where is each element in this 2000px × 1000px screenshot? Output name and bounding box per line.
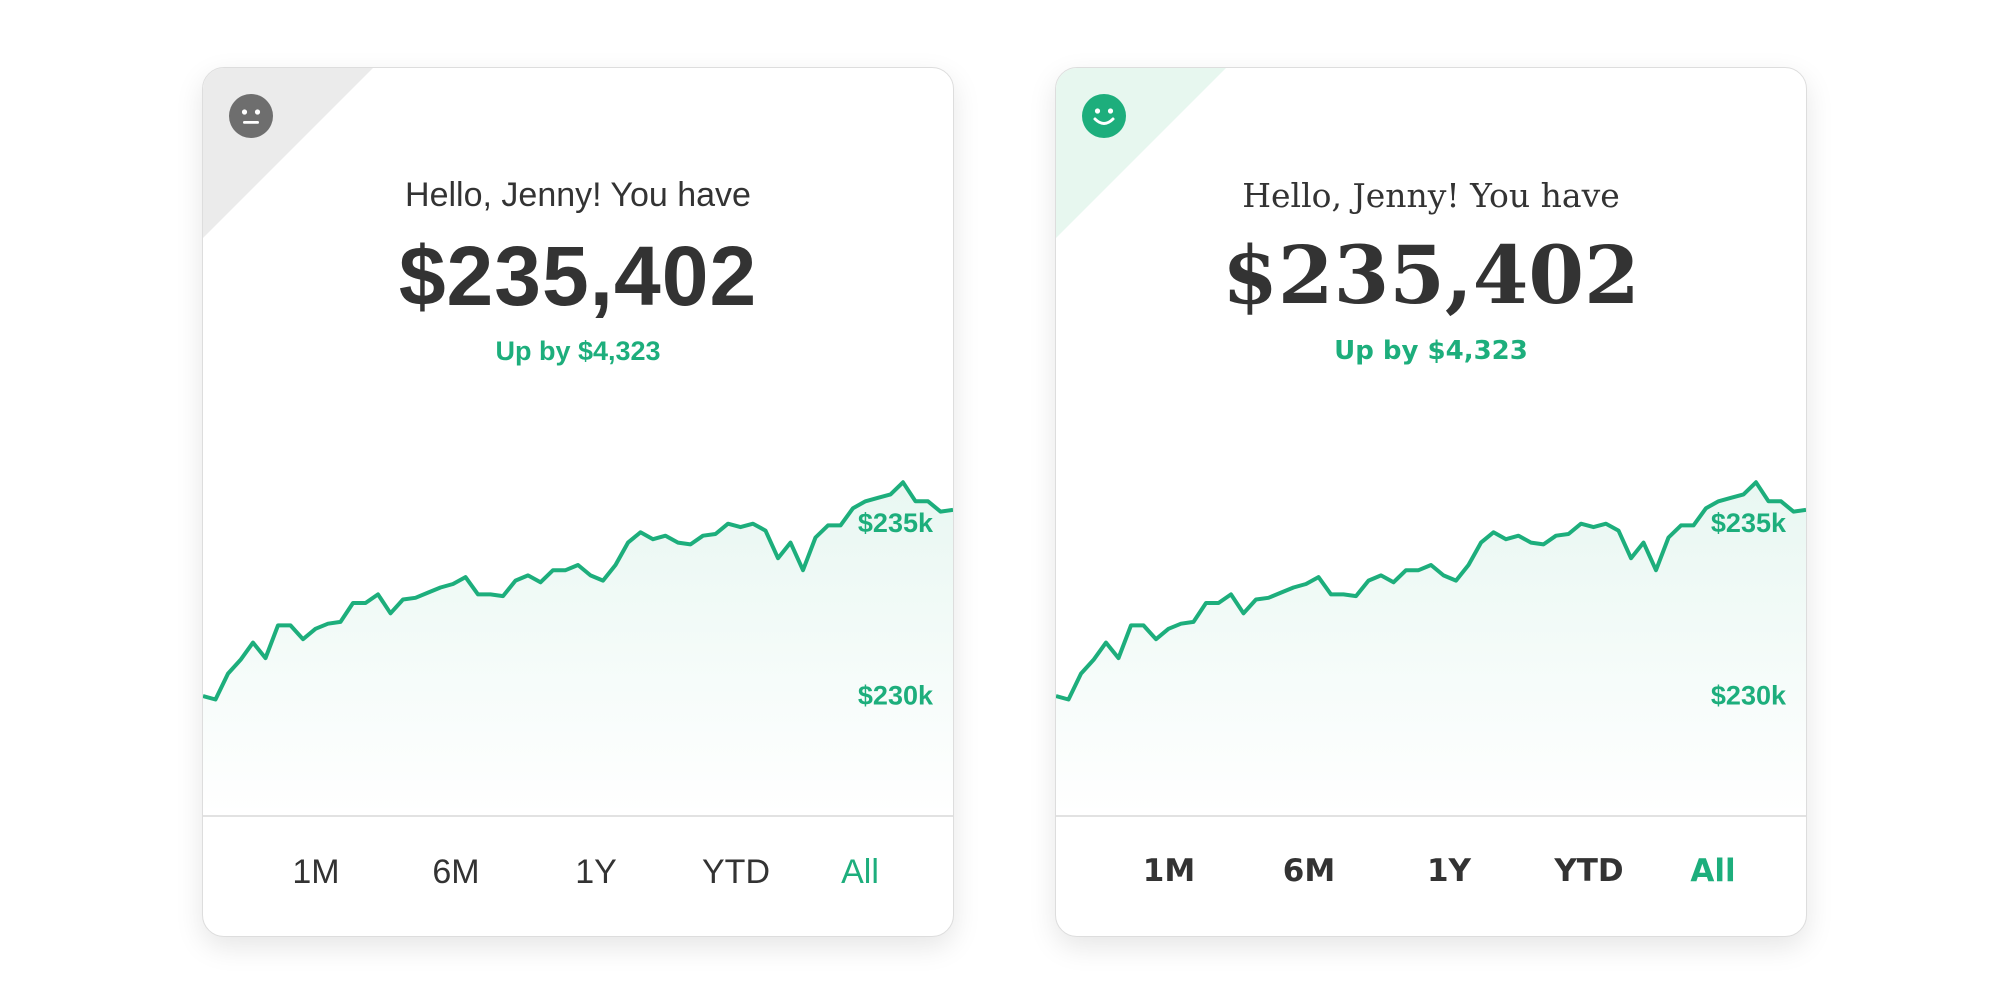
balance-change: Up by $4,323 <box>1334 336 1528 366</box>
y-tick-label: $230k <box>1711 680 1787 710</box>
y-tick-label: $230k <box>858 680 934 710</box>
period-selector: 1M 6M 1Y YTD All <box>1056 817 1806 936</box>
balance-line-chart: $235k $230k <box>1056 480 1806 815</box>
period-tab-6m[interactable]: 6M <box>1282 853 1336 889</box>
period-tab-1m[interactable]: 1M <box>292 853 340 891</box>
period-tab-1y[interactable]: 1Y <box>575 853 617 891</box>
chart-area-fill <box>203 482 953 815</box>
period-tab-all[interactable]: All <box>841 853 879 891</box>
balance-card-sans: Hello, Jenny! You have $235,402 Up by $4… <box>202 67 954 937</box>
period-tab-ytd[interactable]: YTD <box>702 853 770 891</box>
divider <box>203 815 953 817</box>
neutral-face-icon[interactable] <box>229 94 273 138</box>
balance-amount: $235,402 <box>398 229 758 323</box>
balance-amount: $235,402 <box>1222 228 1640 322</box>
period-tab-ytd[interactable]: YTD <box>1554 853 1624 889</box>
balance-change: Up by $4,323 <box>495 336 661 366</box>
divider <box>1056 815 1806 817</box>
smiley-face-icon[interactable] <box>1082 94 1126 138</box>
y-tick-label: $235k <box>858 508 934 538</box>
chart-area-fill <box>1056 482 1806 815</box>
balance-line-chart: $235k $230k <box>203 480 953 815</box>
period-selector: 1M 6M 1Y YTD All <box>203 817 953 936</box>
y-tick-label: $235k <box>1711 508 1787 538</box>
greeting-text: Hello, Jenny! You have <box>1242 176 1620 215</box>
period-tab-6m[interactable]: 6M <box>432 853 480 891</box>
period-tab-all[interactable]: All <box>1690 853 1736 889</box>
period-tab-1m[interactable]: 1M <box>1142 853 1196 889</box>
chart-series-line <box>1056 480 1806 702</box>
balance-card-serif: Hello, Jenny! You have $235,402 Up by $4… <box>1055 67 1807 937</box>
chart-series-line <box>203 480 953 702</box>
greeting-text: Hello, Jenny! You have <box>405 176 751 214</box>
period-tab-1y[interactable]: 1Y <box>1426 853 1472 889</box>
